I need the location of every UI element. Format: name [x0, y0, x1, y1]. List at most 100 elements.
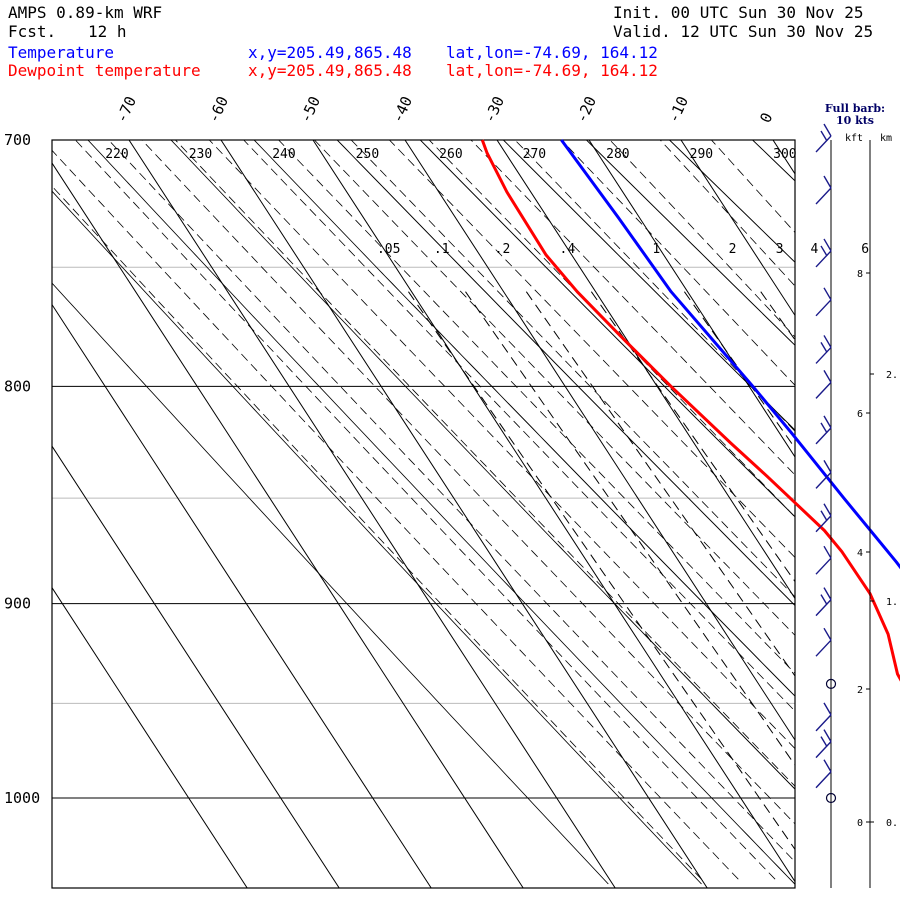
barb-half-flag	[820, 245, 828, 257]
theta-label: 290	[690, 147, 713, 162]
temperature-tick-label: -50	[296, 94, 324, 126]
temperature-line	[560, 139, 900, 570]
mixing-ratio-label: 6	[861, 242, 869, 257]
moist-adiabat	[209, 140, 795, 750]
kft-unit-label: kft	[845, 133, 864, 144]
barb-key: Full barb: 10 kts	[812, 103, 898, 127]
wind-barb	[815, 335, 832, 364]
barb-flag	[823, 335, 832, 348]
barb-flag	[823, 702, 832, 716]
legend-dewpoint-label: Dewpoint temperature	[8, 61, 201, 80]
theta-label: 250	[356, 147, 379, 162]
mixing-ratio-label: 1	[652, 242, 660, 257]
theta-label: 230	[189, 147, 212, 162]
barb-key-line2: 10 kts	[835, 114, 875, 127]
isotherm	[52, 303, 432, 888]
dry-adiabat	[752, 140, 795, 182]
isotherm	[496, 140, 795, 600]
mixing-ratio-label: .4	[560, 242, 576, 257]
theta-label: 260	[439, 147, 462, 162]
moist-adiabat	[350, 140, 795, 598]
isotherm	[128, 140, 616, 888]
temperature-tick-label: -70	[112, 94, 140, 126]
barb-flag	[823, 627, 832, 641]
barb-flag	[823, 369, 832, 383]
mixing-ratio-line	[525, 291, 795, 677]
isotherm	[588, 140, 795, 458]
temperature-tick-label: -60	[204, 94, 232, 126]
moist-adiabat	[278, 140, 795, 674]
barb-half-flag	[820, 510, 828, 522]
barb-shaft	[815, 557, 832, 575]
temperature-tick-label: -30	[480, 94, 508, 126]
temperature-tick-label: -10	[664, 94, 692, 126]
calm-wind-circle	[825, 678, 837, 689]
sounding-series	[480, 139, 900, 682]
wind-barb	[815, 759, 832, 789]
isotherm	[52, 586, 248, 888]
dewpoint-line	[480, 139, 900, 682]
major-isobars	[52, 139, 795, 799]
isotherm	[680, 140, 795, 317]
wind-barb	[815, 503, 832, 533]
dry-adiabat	[52, 190, 702, 885]
temperature-tick-label: 0	[756, 110, 776, 126]
moist-adiabat	[314, 140, 795, 636]
kft-tick-label: 2	[857, 685, 863, 696]
mixing-ratio-line	[894, 292, 900, 888]
km-tick-label: 2.	[886, 370, 898, 381]
wind-barb	[815, 238, 832, 268]
barb-shaft	[815, 741, 832, 759]
dry-adiabats	[52, 140, 795, 885]
barb-half-flag	[820, 342, 828, 353]
pressure-tick-label: 800	[4, 377, 31, 395]
isotherms	[52, 140, 795, 888]
mixing-ratio-label: .1	[434, 242, 450, 257]
moist-adiabat	[108, 140, 795, 863]
init-time: Init. 00 UTC Sun 30 Nov 25	[613, 3, 864, 22]
wind-barb	[815, 175, 832, 205]
minor-isobars	[52, 266, 795, 704]
dewpoint-xy: x,y=205.49,865.48	[248, 61, 412, 80]
theta-label: 300	[773, 147, 796, 162]
dry-adiabat	[336, 140, 795, 607]
temperature-tick-label: -40	[388, 94, 416, 126]
pressure-tick-label: 900	[4, 595, 31, 613]
dry-adiabat	[253, 140, 795, 697]
moist-adiabat	[470, 140, 795, 476]
forecast-label: Fcst.	[8, 22, 57, 41]
dry-adiabat	[170, 140, 795, 790]
barb-shaft	[815, 427, 832, 445]
kft-tick-label: 4	[857, 548, 863, 559]
dry-adiabat	[503, 140, 795, 431]
barb-key-line1: Full barb:	[824, 102, 886, 115]
wind-barb	[815, 545, 832, 575]
mixing-ratio-line	[408, 291, 795, 851]
height-axis: 8 6 4 2 0 2. 1. 0.	[857, 269, 898, 829]
wind-barb	[815, 627, 832, 657]
isotherm	[52, 162, 524, 888]
barb-shaft	[815, 515, 832, 533]
theta-label: 270	[523, 147, 546, 162]
wind-barb	[815, 459, 832, 489]
barb-flag	[823, 175, 832, 189]
forecast-hours: 12 h	[88, 22, 127, 41]
isotherm	[404, 140, 795, 741]
plot-frame	[51, 139, 796, 889]
moist-adiabat	[514, 140, 795, 432]
wind-barbs	[815, 123, 871, 888]
wind-barb	[815, 415, 832, 445]
moist-adiabat	[52, 149, 739, 880]
barb-shaft	[815, 599, 832, 617]
barb-shaft	[815, 250, 832, 268]
barb-half-flag	[820, 130, 828, 142]
km-tick-label: 1.	[886, 597, 898, 608]
plot-border	[51, 139, 796, 889]
barb-flag	[823, 545, 832, 559]
barb-flag	[823, 587, 832, 600]
barb-shaft	[815, 639, 832, 657]
wind-barb	[815, 287, 832, 317]
dewpoint-latlon: lat,lon=-74.69, 164.12	[446, 61, 658, 80]
